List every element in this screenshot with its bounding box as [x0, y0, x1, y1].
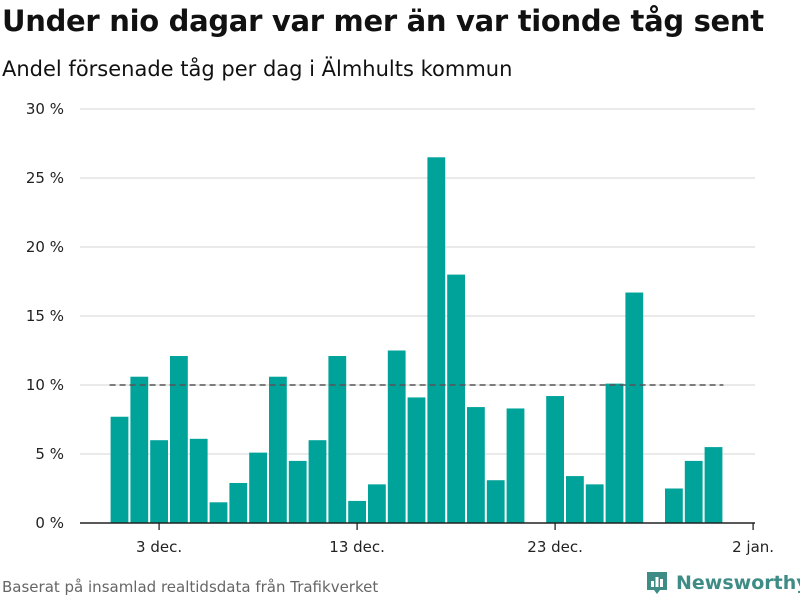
bar: [189, 438, 208, 523]
y-tick-label: 0 %: [35, 514, 64, 532]
y-tick-label: 20 %: [26, 238, 64, 256]
bar: [704, 447, 723, 523]
bar: [368, 484, 386, 523]
y-tick-label: 5 %: [35, 445, 64, 463]
x-tick-label: 23 dec.: [527, 538, 583, 556]
bar: [506, 408, 525, 523]
bar: [625, 292, 644, 523]
bar: [150, 440, 168, 523]
chart-title: Under nio dagar var mer än var tionde tå…: [2, 4, 764, 38]
bar: [684, 460, 703, 523]
bar: [308, 440, 327, 523]
x-tick-label: 13 dec.: [329, 538, 385, 556]
bar: [605, 383, 624, 523]
x-tick-label: 2 jan.: [732, 538, 774, 556]
bar: [566, 476, 584, 523]
bar: [585, 484, 604, 523]
bar: [387, 350, 406, 523]
y-tick-label: 15 %: [26, 307, 64, 325]
bar: [447, 274, 465, 523]
bar: [170, 356, 188, 523]
bar: [328, 356, 347, 523]
source-note: Baserat på insamlad realtidsdata från Tr…: [2, 578, 379, 596]
bar: [665, 488, 683, 523]
bar: [546, 396, 564, 523]
bar: [486, 480, 505, 523]
y-tick-label: 25 %: [26, 169, 64, 187]
bar-chart-logo-icon: [647, 572, 667, 594]
x-tick-label: 3 dec.: [136, 538, 182, 556]
bar: [249, 452, 267, 523]
bar: [130, 376, 149, 523]
brand-logo[interactable]: Newsworthy: [644, 570, 800, 596]
bar: [427, 157, 446, 524]
bar: [467, 407, 485, 523]
bar: [348, 500, 366, 523]
bar: [407, 397, 426, 523]
y-tick-label: 10 %: [26, 376, 64, 394]
y-tick-label: 30 %: [26, 100, 64, 118]
bar: [110, 416, 129, 523]
brand-name: Newsworthy: [676, 572, 800, 594]
bar: [269, 376, 287, 523]
bar: [288, 460, 307, 523]
chart-subtitle: Andel försenade tåg per dag i Älmhults k…: [2, 57, 513, 81]
bar: [209, 502, 228, 523]
bar: [229, 482, 248, 523]
